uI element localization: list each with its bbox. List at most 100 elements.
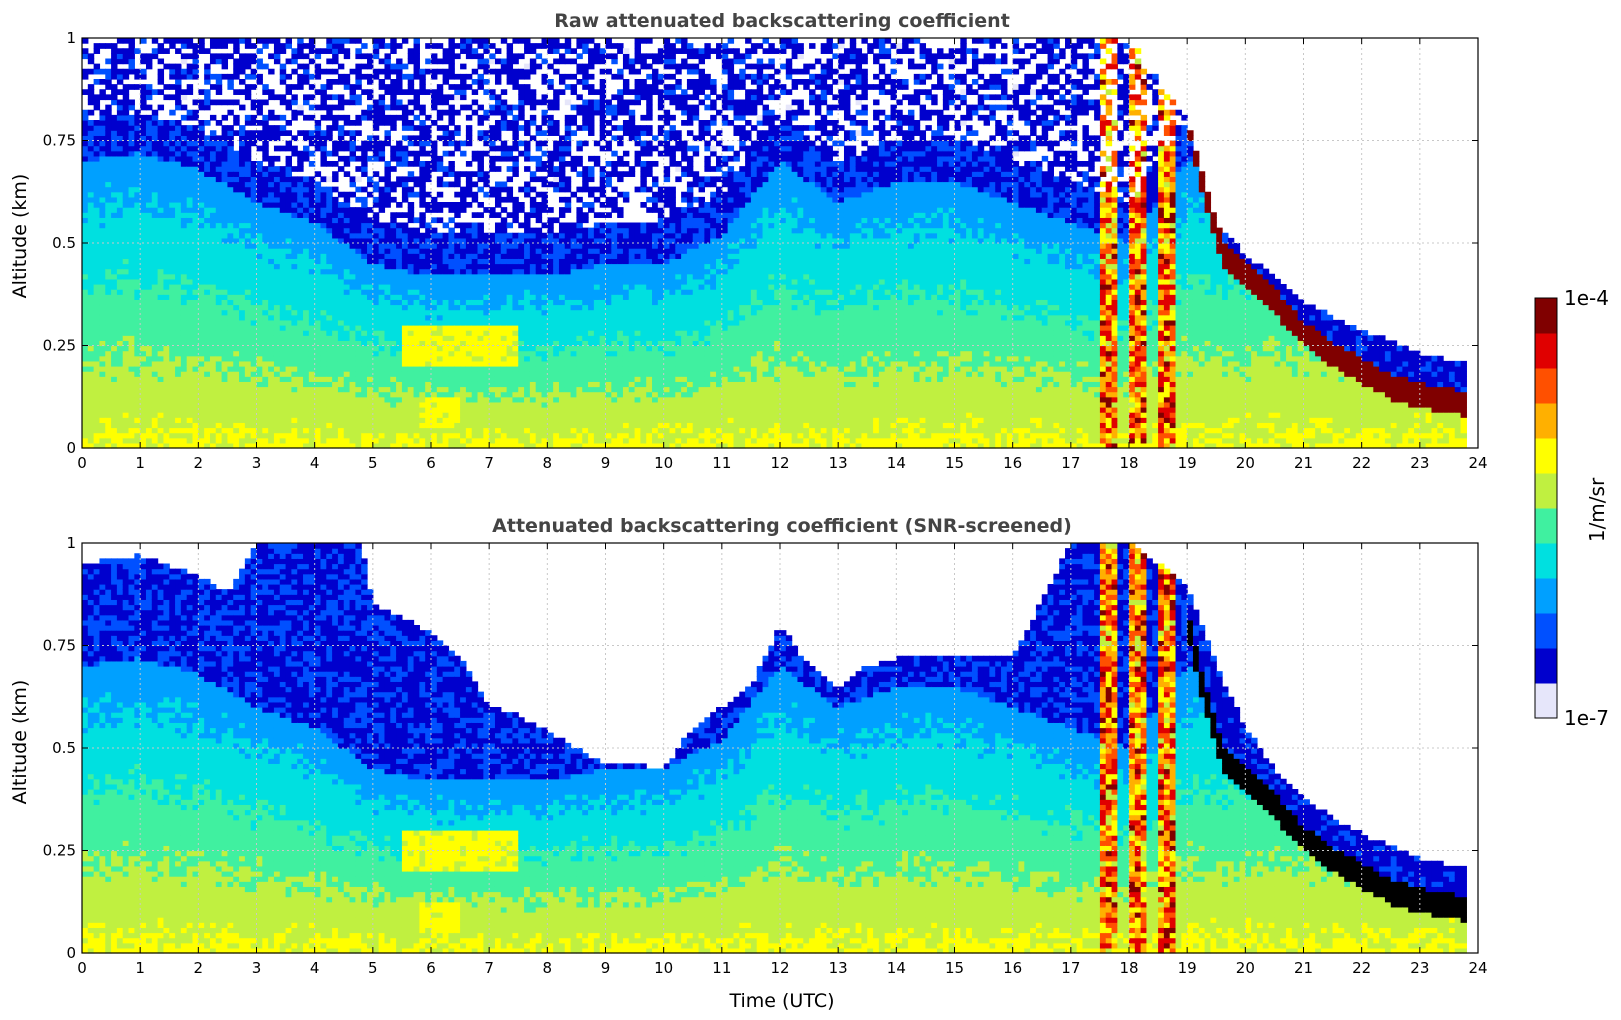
heatmap-cell xyxy=(286,176,292,182)
heatmap-cell xyxy=(146,284,152,290)
heatmap-cell xyxy=(158,105,164,111)
heatmap-cell xyxy=(274,279,280,285)
heatmap-cell xyxy=(82,115,88,121)
heatmap-cell xyxy=(303,310,309,316)
heatmap-cell xyxy=(158,212,164,218)
heatmap-cell xyxy=(175,223,181,229)
heatmap-cell xyxy=(117,156,123,162)
heatmap-cell xyxy=(210,258,216,264)
heatmap-cell xyxy=(175,182,181,188)
heatmap-cell xyxy=(268,299,274,305)
heatmap-cell xyxy=(181,207,187,213)
heatmap-cell xyxy=(222,407,228,413)
heatmap-cell xyxy=(82,248,88,254)
heatmap-cell xyxy=(198,38,204,44)
heatmap-cell xyxy=(123,325,129,331)
heatmap-cell xyxy=(88,233,94,239)
heatmap-cell xyxy=(268,361,274,367)
heatmap-cell xyxy=(152,146,158,152)
heatmap-cell xyxy=(262,269,268,275)
heatmap-cell xyxy=(286,223,292,229)
heatmap-cell xyxy=(239,335,245,341)
heatmap-cell xyxy=(152,166,158,172)
heatmap-cell xyxy=(280,412,286,418)
heatmap-cell xyxy=(239,294,245,300)
heatmap-cell xyxy=(268,202,274,208)
heatmap-cell xyxy=(111,156,117,162)
heatmap-cell xyxy=(245,397,251,403)
heatmap-cell xyxy=(303,387,309,393)
heatmap-cell xyxy=(286,146,292,152)
heatmap-cell xyxy=(245,59,251,65)
heatmap-cell xyxy=(233,433,239,439)
heatmap-cell xyxy=(158,202,164,208)
heatmap-cell xyxy=(198,346,204,352)
heatmap-cell xyxy=(123,48,129,54)
heatmap-cell xyxy=(286,197,292,203)
heatmap-cell xyxy=(303,79,309,85)
heatmap-cell xyxy=(163,274,169,280)
heatmap-cell xyxy=(303,151,309,157)
heatmap-cell xyxy=(146,223,152,229)
heatmap-cell xyxy=(291,407,297,413)
heatmap-cell xyxy=(274,320,280,326)
heatmap-cell xyxy=(158,182,164,188)
heatmap-cell xyxy=(262,397,268,403)
heatmap-cell xyxy=(169,130,175,136)
heatmap-cell xyxy=(105,217,111,223)
heatmap-cell xyxy=(187,161,193,167)
heatmap-cell xyxy=(227,274,233,280)
heatmap-cell xyxy=(204,264,210,270)
heatmap-cell xyxy=(99,397,105,403)
heatmap-cell xyxy=(129,212,135,218)
heatmap-cell xyxy=(291,397,297,403)
heatmap-cell xyxy=(175,305,181,311)
heatmap-cell xyxy=(99,69,105,75)
heatmap-cell xyxy=(198,125,204,131)
heatmap-cell xyxy=(99,217,105,223)
heatmap-cell xyxy=(129,294,135,300)
heatmap-cell xyxy=(274,258,280,264)
heatmap-cell xyxy=(245,299,251,305)
heatmap-cell xyxy=(123,284,129,290)
heatmap-cell xyxy=(129,151,135,157)
heatmap-cell xyxy=(280,182,286,188)
heatmap-cell xyxy=(152,438,158,444)
heatmap-cell xyxy=(198,366,204,372)
heatmap-cell xyxy=(286,253,292,259)
heatmap-cell xyxy=(210,433,216,439)
heatmap-cell xyxy=(88,428,94,434)
heatmap-cell xyxy=(216,320,222,326)
heatmap-cell xyxy=(140,397,146,403)
heatmap-cell xyxy=(216,146,222,152)
heatmap-cell xyxy=(152,361,158,367)
heatmap-cell xyxy=(210,412,216,418)
heatmap-cell xyxy=(163,176,169,182)
heatmap-cell xyxy=(111,48,117,54)
heatmap-cell xyxy=(262,243,268,249)
heatmap-cell xyxy=(163,366,169,372)
heatmap-cell xyxy=(111,223,117,229)
heatmap-cell xyxy=(222,253,228,259)
heatmap-cell xyxy=(257,207,263,213)
heatmap-cell xyxy=(94,438,100,444)
heatmap-cell xyxy=(222,387,228,393)
heatmap-cell xyxy=(158,284,164,290)
heatmap-cell xyxy=(198,141,204,147)
heatmap-cell xyxy=(169,376,175,382)
heatmap-cell xyxy=(146,269,152,275)
heatmap-cell xyxy=(216,284,222,290)
heatmap-cell xyxy=(146,182,152,188)
heatmap-cell xyxy=(268,243,274,249)
heatmap-cell xyxy=(146,84,152,90)
heatmap-cell xyxy=(129,305,135,311)
heatmap-cell xyxy=(245,279,251,285)
heatmap-cell xyxy=(227,130,233,136)
heatmap-cell xyxy=(158,315,164,321)
heatmap-cell xyxy=(140,320,146,326)
heatmap-cell xyxy=(88,207,94,213)
heatmap-cell xyxy=(245,392,251,398)
heatmap-cell xyxy=(227,151,233,157)
heatmap-cell xyxy=(291,217,297,223)
heatmap-cell xyxy=(169,243,175,249)
